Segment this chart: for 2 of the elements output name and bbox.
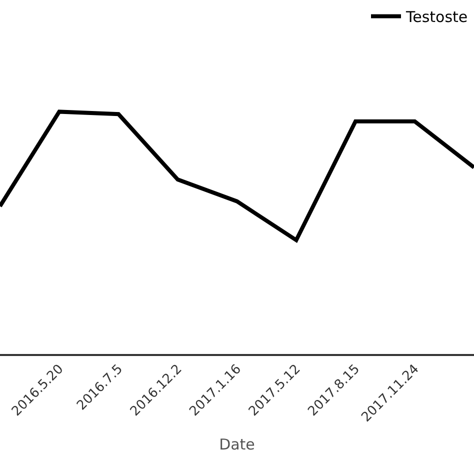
legend-label: Testoste: [405, 8, 468, 26]
x-axis-title: Date: [219, 436, 255, 454]
